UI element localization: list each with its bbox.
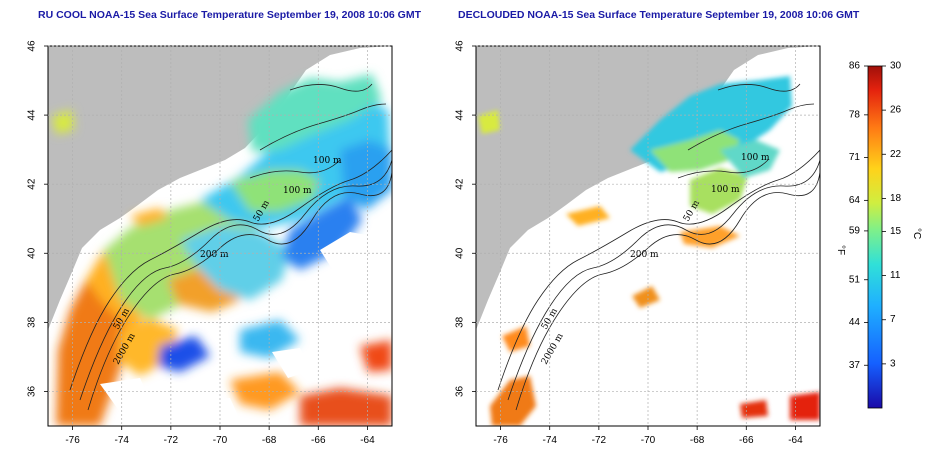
fahrenheit-tick-label: 51 [849,274,861,285]
y-tick-label: 40 [27,247,38,259]
y-tick-label: 38 [455,316,466,328]
contour-label: 100 m [313,156,342,166]
fahrenheit-tick-label: 44 [849,317,861,328]
x-tick-label: -76 [493,435,508,446]
y-tick-label: 40 [455,247,466,259]
colorbar-gradient [867,65,883,409]
contour-label: 100 m [741,153,770,163]
y-tick-label: 36 [27,385,38,397]
x-tick-label: -72 [164,435,179,446]
x-tick-label: -66 [739,435,754,446]
x-axis-ticks: -76 -74 -72 -70 -68 -66 -64 [65,426,375,446]
x-axis-ticks: -76 -74 -72 -70 -68 -66 -64 [493,426,803,446]
x-tick-label: -64 [360,435,375,446]
fahrenheit-tick-label: 64 [849,195,861,206]
celsius-tick-label: 3 [890,358,896,369]
sst-map-raw: 100 m 100 m 50 m 200 m 50 m 2000 m -76 -7… [27,40,393,446]
fahrenheit-ticks: 86 78 71 64 59 51 44 37 [849,61,868,371]
fahrenheit-tick-label: 78 [849,109,861,120]
x-tick-label: -74 [114,435,129,446]
celsius-tick-label: 26 [890,105,902,116]
celsius-tick-label: 7 [890,314,896,325]
fahrenheit-tick-label: 86 [849,61,861,72]
celsius-unit-label: °C [911,228,922,239]
celsius-tick-label: 15 [890,226,902,237]
celsius-tick-label: 18 [890,193,902,204]
fahrenheit-unit-label: °F [835,245,846,255]
x-tick-label: -72 [592,435,607,446]
y-tick-label: 44 [27,109,38,121]
celsius-ticks: 30 26 22 18 15 11 7 3 [882,61,902,369]
y-tick-label: 36 [455,385,466,397]
x-tick-label: -70 [213,435,228,446]
contour-label: 200 m [630,250,659,260]
celsius-tick-label: 30 [890,61,902,72]
x-tick-label: -68 [690,435,705,446]
sst-map-declouded: 100 m 100 m 50 m 200 m 50 m 2000 m -76 -7… [455,40,821,446]
fahrenheit-tick-label: 37 [849,360,861,371]
y-axis-ticks: 36 38 40 42 44 46 [455,40,476,397]
y-tick-label: 42 [27,178,38,190]
y-tick-label: 38 [27,316,38,328]
right-chart-title: DECLOUDED NOAA-15 Sea Surface Temperatur… [458,9,860,21]
fahrenheit-tick-label: 71 [849,152,861,163]
celsius-tick-label: 11 [890,270,901,281]
y-axis-ticks: 36 38 40 42 44 46 [27,40,48,397]
x-tick-label: -66 [311,435,326,446]
left-chart-title: RU COOL NOAA-15 Sea Surface Temperature … [38,9,422,21]
x-tick-label: -74 [542,435,557,446]
x-tick-label: -70 [641,435,656,446]
y-tick-label: 44 [455,109,466,121]
x-tick-label: -68 [262,435,277,446]
x-tick-label: -76 [65,435,80,446]
fahrenheit-tick-label: 59 [849,225,861,236]
grid-lines [48,45,392,426]
celsius-tick-label: 22 [890,149,902,160]
grid-lines [476,45,820,426]
y-tick-label: 46 [27,40,38,52]
sst-field [478,76,820,426]
contour-label: 100 m [283,186,312,196]
y-tick-label: 46 [455,40,466,52]
y-tick-label: 42 [455,178,466,190]
contour-label: 200 m [200,250,229,260]
x-tick-label: -64 [788,435,803,446]
contour-label: 100 m [711,185,740,195]
colorbar: 86 78 71 64 59 51 44 37 30 26 22 18 15 11 7 3 °F °C [835,61,922,409]
sst-field [52,74,392,426]
